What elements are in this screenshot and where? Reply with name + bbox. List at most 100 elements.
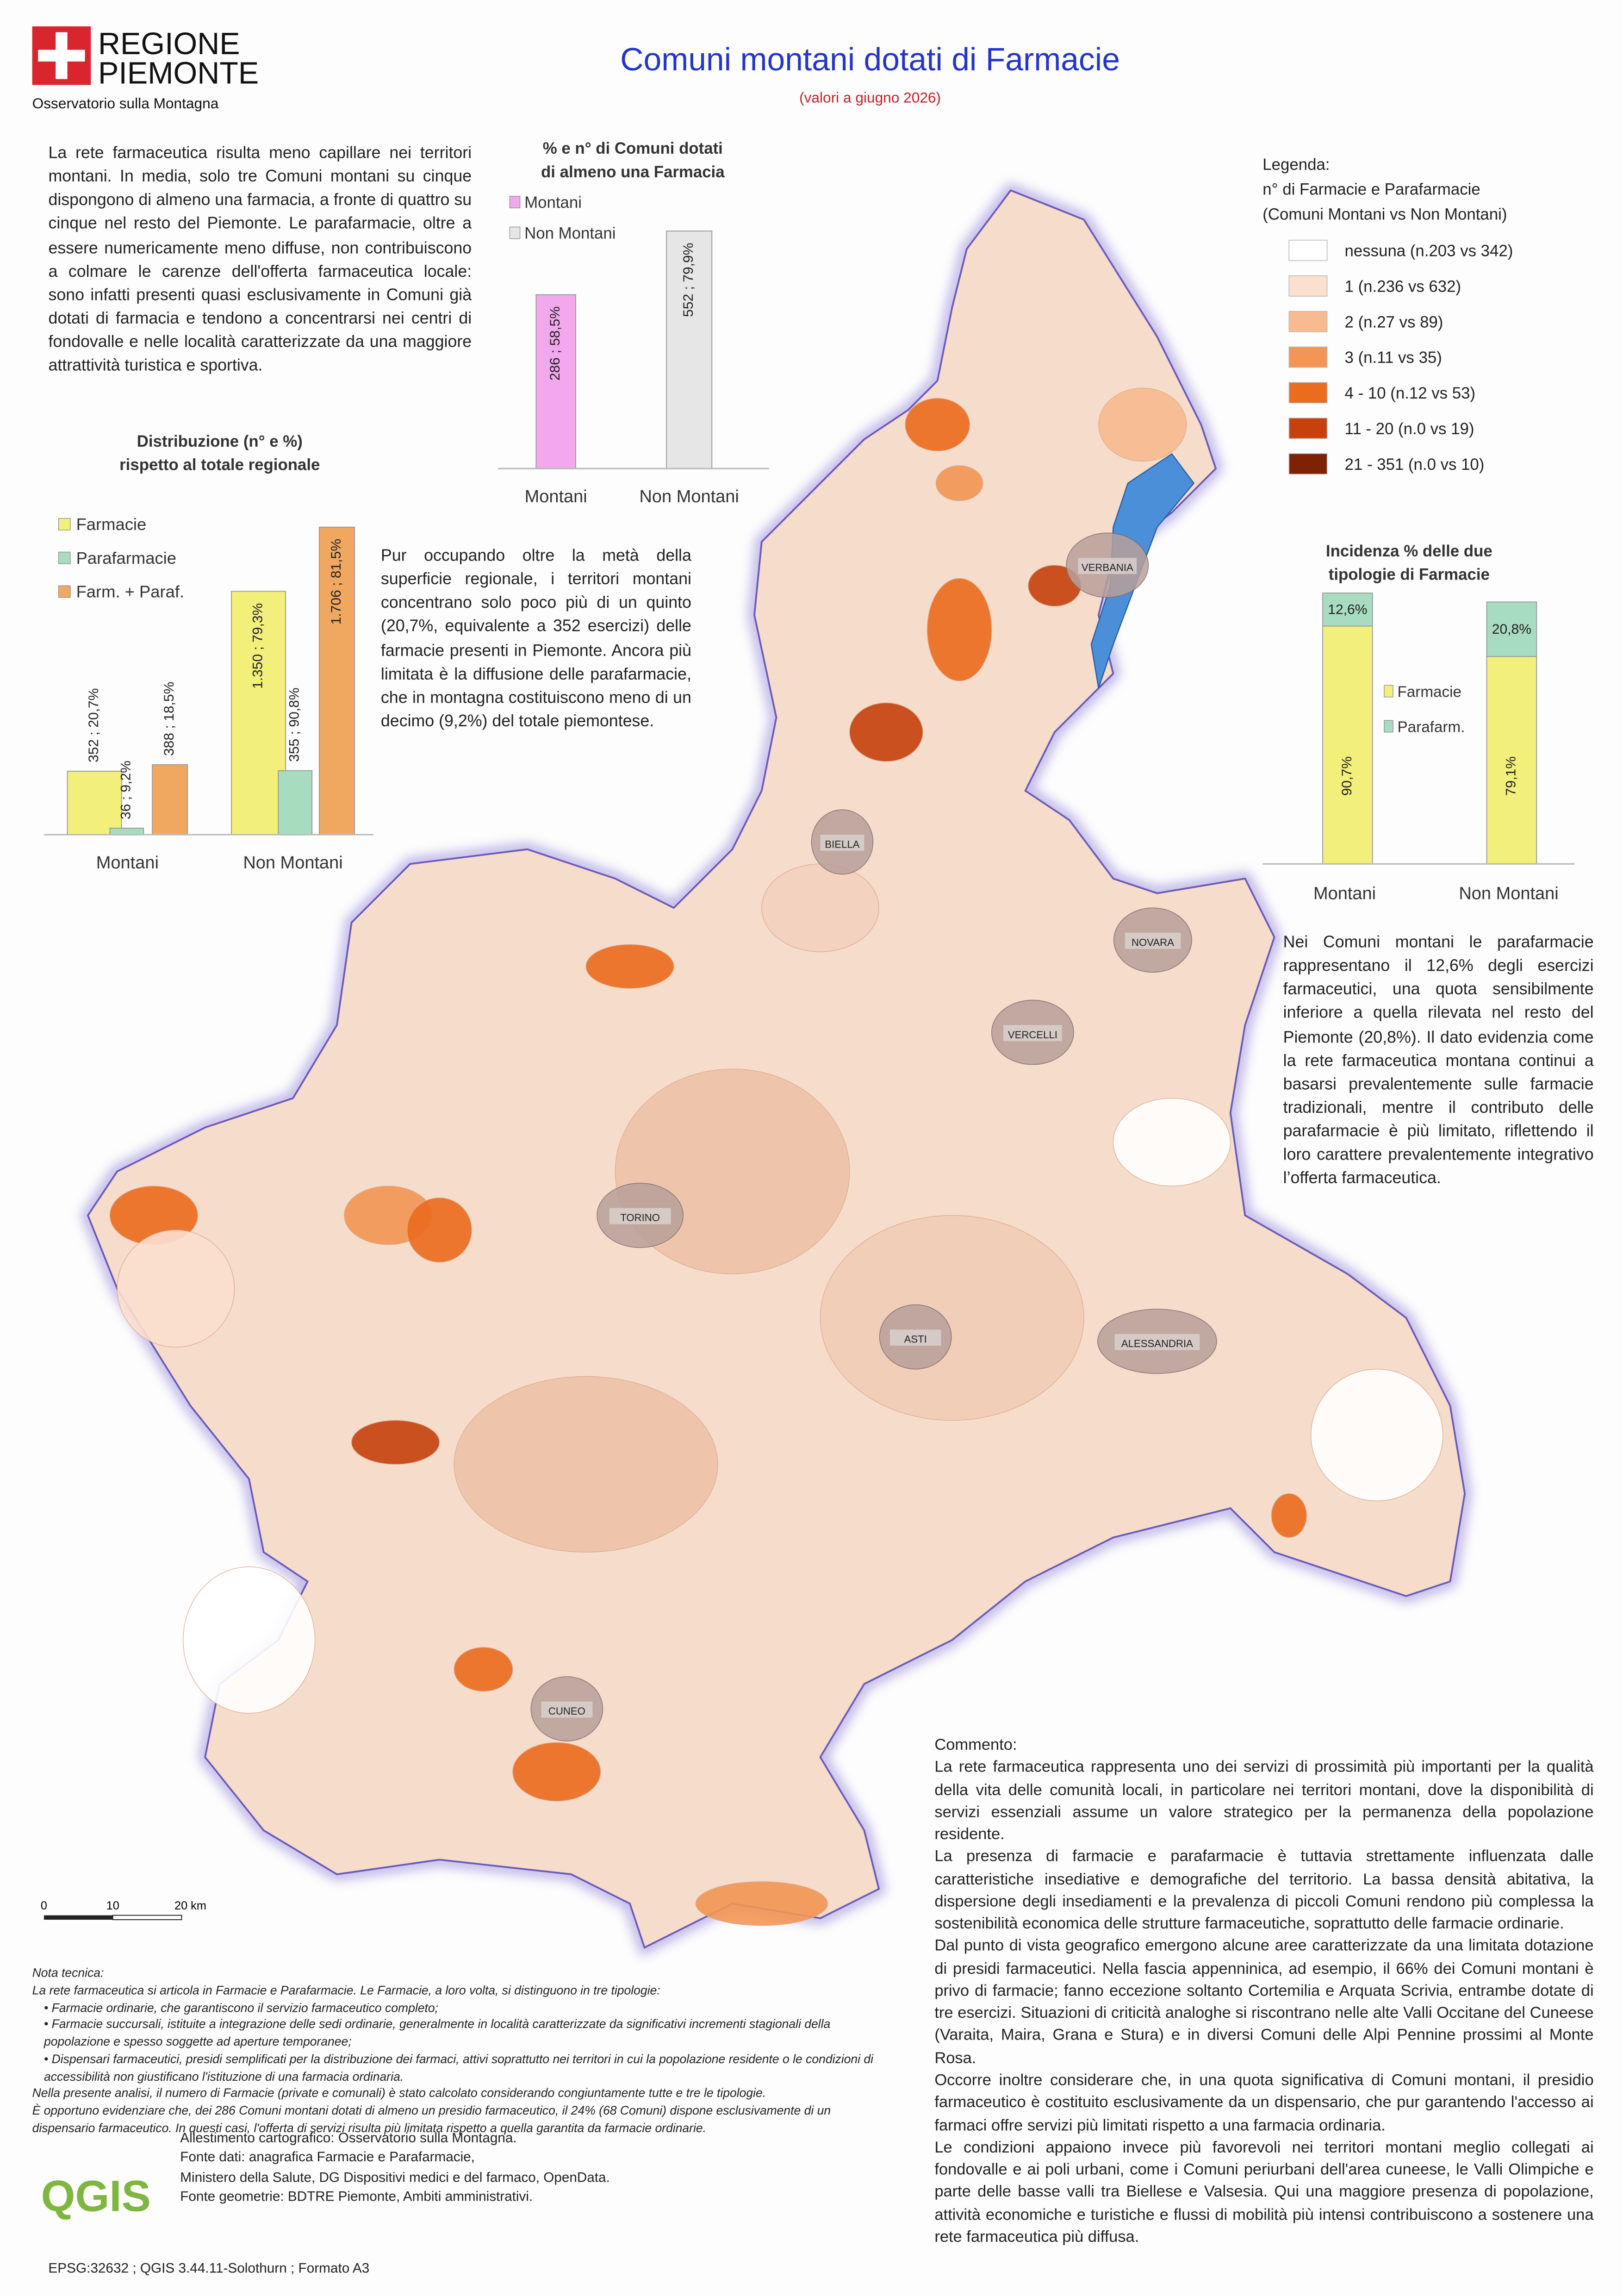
observatory: Osservatorio sulla Montagna [32,95,219,112]
city-label-box [541,1701,593,1718]
city-label-box [889,1329,941,1346]
legend-swatch [1288,239,1328,261]
nota-line: Nella presente analisi, il numero di Far… [32,2085,766,2101]
value-label: 388 ; 18,5% [162,682,177,756]
value-label: 90,7% [1339,756,1355,796]
commento-paragraph: La presenza di farmacie e parafarmacie è… [934,1848,1594,1933]
legend-label: Montani [524,193,582,212]
nota-line: • Farmacie ordinarie, che garantiscono i… [44,1999,438,2015]
commento-heading: Commento: [934,1736,1017,1754]
municipality-area [454,1647,513,1692]
municipality-area [407,1197,472,1263]
legend-label: 21 - 351 (n.0 vs 10) [1345,455,1485,474]
bar-segment [1322,625,1373,865]
x-tick-label: Non Montani [1459,884,1558,903]
credit-line: Fonte dati: anagrafica Farmacie e Parafa… [180,2148,475,2165]
subtitle: (valori a giugno 2026) [799,89,941,106]
municipality-area [1311,1369,1443,1502]
credit-line: Ministero della Salute, DG Dispositivi m… [180,2168,610,2184]
legend-swatch [58,585,71,598]
city-label: CUNEO [548,1705,585,1717]
city-label-box [1078,558,1137,574]
commento-paragraph: Occorre inoltre considerare che, in una … [934,2072,1594,2134]
chart: Incidenza % delle due tipologie di Farmac… [1262,542,1575,903]
legend-swatch [509,196,521,208]
municipality-area [927,578,992,681]
city-label-box [820,835,864,851]
chart: Distribuzione (n° e %) rispetto al totale… [44,432,374,873]
municipality-area [585,944,674,989]
legend-title: Legenda: [1262,156,1330,174]
qgis-logo: QGIS [41,2172,151,2221]
city-label: BIELLA [825,839,859,850]
city-label: ALESSANDRIA [1121,1338,1193,1349]
commento-paragraph: Le condizioni appaiono invece più favore… [934,2139,1594,2246]
legend-swatch [1288,275,1328,297]
municipality-area [351,1420,440,1465]
legend-title: n° di Farmacie e Parafarmacie [1262,181,1480,199]
title: Comuni montani dotati di Farmacie [620,41,1120,77]
municipality-area [905,398,970,451]
legend: Legenda: n° di Farmacie e Parafarmacie (Co… [1262,156,1513,475]
city-label-box [1114,1334,1200,1350]
city-label: VERCELLI [1008,1029,1057,1041]
legend-label: 1 (n.236 vs 632) [1345,277,1461,295]
nota-line: La rete farmaceutica si articola in Farm… [32,1982,660,1997]
legend-label: 4 - 10 (n.12 vs 53) [1345,384,1475,402]
legend-swatch [509,226,521,239]
nota-heading: Nota tecnica: [32,1965,104,1980]
nota-tecnica: Nota tecnica: La rete farmaceutica si art… [32,1965,889,2137]
footer: EPSG:32632 ; QGIS 3.44.11-Solothurn ; Fo… [48,2260,369,2276]
x-tick-label: Non Montani [243,853,342,873]
city-label: ASTI [904,1334,927,1345]
legend-swatch [58,518,71,530]
value-label: 1.706 ; 81,5% [329,539,344,624]
municipality-area [935,465,983,501]
bar [152,764,188,836]
legend-label: Parafarmacie [76,549,176,568]
chart-title: rispetto al totale regionale [119,455,320,474]
scale-label: 20 km [174,1899,206,1912]
legend-label: 11 - 20 (n.0 vs 19) [1345,420,1474,438]
bar-segment [1486,601,1537,657]
scale-label: 0 [41,1899,47,1912]
legend-label: Farm. + Paraf. [76,582,185,601]
chart-title: Incidenza % delle due [1326,542,1492,560]
legend-swatch [1288,453,1328,475]
logo-text: REGIONE [98,27,240,61]
bar-segment [1322,593,1373,627]
x-tick-label: Montani [525,487,587,506]
municipality-area [761,863,879,952]
municipality-area [1098,387,1187,462]
legend-label: Farmacie [76,515,147,534]
chart-title: tipologie di Farmacie [1329,566,1490,584]
municipality-area [512,1742,601,1802]
scale-label: 10 [106,1899,119,1912]
legend-swatch [1288,346,1328,368]
bar [535,294,576,469]
bar [231,591,286,836]
municipality-area [183,1566,316,1714]
municipality-area [820,1215,1084,1421]
legend-swatch [1288,382,1328,404]
nota-line: È opportuno evidenziare che, dei 286 Com… [32,2103,831,2135]
city-label-box [1125,933,1181,949]
value-label: 12,6% [1328,602,1367,617]
municipality-area [454,1376,718,1553]
city-label: NOVARA [1132,936,1174,948]
value-label: 552 ; 79,9% [681,243,696,317]
value-label: 79,1% [1503,756,1518,796]
municipality-area [1113,1098,1231,1186]
municipality-area [1271,1493,1307,1538]
legend-title: (Comuni Montani vs Non Montani) [1262,206,1507,224]
x-tick-label: Montani [96,853,159,873]
scale-bar [112,1915,182,1921]
value-label: 286 ; 58,5% [547,306,563,381]
legend-swatch [1384,685,1393,698]
value-label: 355 ; 90,8% [287,688,302,762]
logo-cross [38,50,85,62]
right-text: Nei Comuni montani le parafarmacie rappr… [1283,934,1594,1188]
legend-label: 2 (n.27 vs 89) [1345,313,1443,331]
